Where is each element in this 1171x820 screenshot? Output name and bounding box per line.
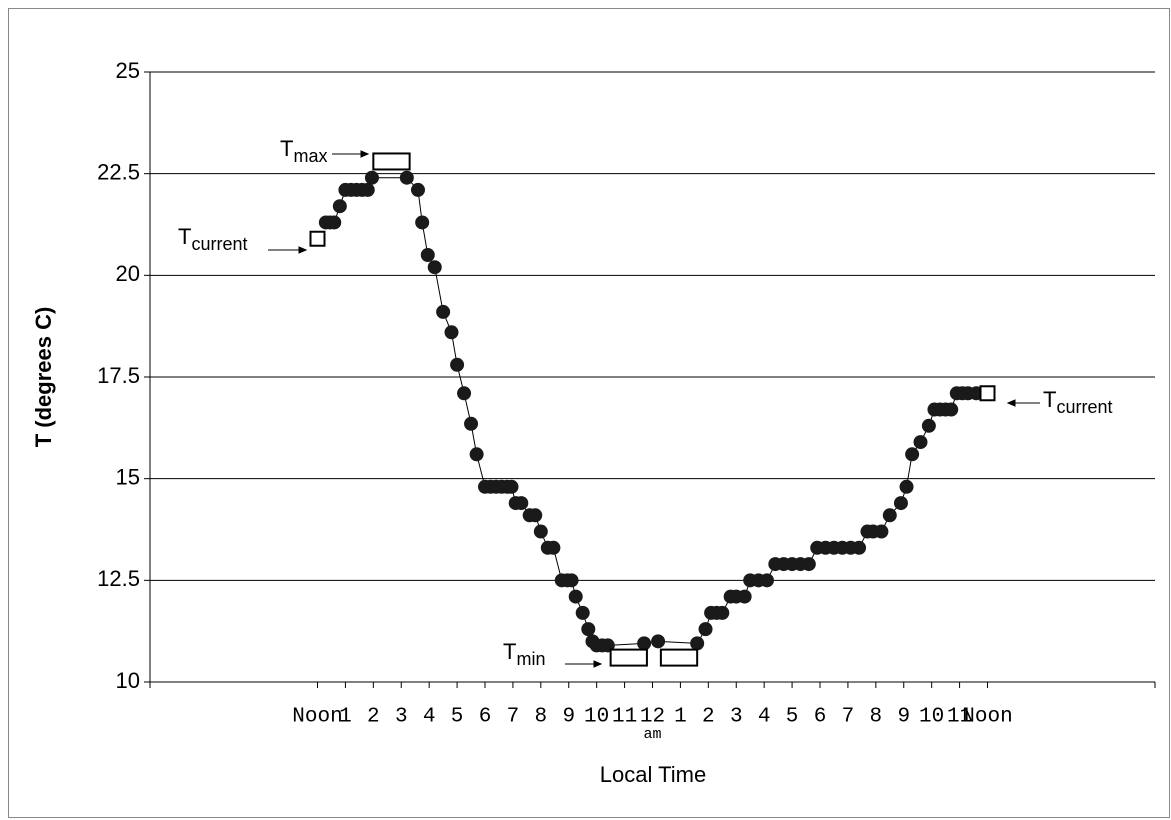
data-point <box>637 636 652 651</box>
y-tick-label: 10 <box>116 668 140 693</box>
range-box <box>659 648 699 667</box>
data-point <box>364 170 379 185</box>
data-point <box>399 170 414 185</box>
data-point <box>651 634 666 649</box>
x-tick-label: 1 <box>674 706 687 729</box>
data-point <box>575 605 590 620</box>
x-tick-label: 2 <box>367 706 380 729</box>
data-point <box>874 524 889 539</box>
x-axis-label: Local Time <box>600 762 706 787</box>
x-tick-label: 8 <box>535 706 548 729</box>
y-tick-label: 17.5 <box>97 363 140 388</box>
series-line <box>325 177 977 646</box>
y-tick-label: 12.5 <box>97 566 140 591</box>
arrows <box>268 150 1040 668</box>
data-point <box>444 325 459 340</box>
x-tick-label: 9 <box>562 706 575 729</box>
data-point <box>514 496 529 511</box>
data-point <box>546 540 561 555</box>
y-tick-label: 22.5 <box>97 159 140 184</box>
data-point <box>899 479 914 494</box>
data-point <box>801 557 816 572</box>
arrow-head <box>360 150 370 158</box>
data-point <box>882 508 897 523</box>
x-tick-label: 11 <box>612 706 637 729</box>
data-point <box>759 573 774 588</box>
x-tick-label: 9 <box>897 706 910 729</box>
data-point <box>533 524 548 539</box>
data-point <box>528 508 543 523</box>
x-tick-label: 11 <box>947 706 972 729</box>
data-point <box>690 636 705 651</box>
data-point <box>564 573 579 588</box>
arrow-head <box>593 660 603 668</box>
data-point <box>715 605 730 620</box>
data-point <box>737 589 752 604</box>
data-point <box>921 418 936 433</box>
data-point <box>581 622 596 637</box>
annotation: Tmin <box>503 639 545 669</box>
y-tick-label: 20 <box>116 261 140 286</box>
data-point <box>905 447 920 462</box>
x-tick-label: 5 <box>786 706 799 729</box>
data-point <box>450 357 465 372</box>
arrow-head <box>298 246 308 254</box>
x-tick-label: 8 <box>870 706 883 729</box>
annotation-sub: min <box>516 649 545 669</box>
data-point <box>852 540 867 555</box>
chart-border <box>8 8 1170 818</box>
x-tick-label: 3 <box>730 706 743 729</box>
current-marker <box>979 385 996 402</box>
data-point <box>427 260 442 275</box>
data-point <box>944 402 959 417</box>
range-box <box>372 152 411 171</box>
x-tick-label: 10 <box>584 706 609 729</box>
data-point <box>360 182 375 197</box>
annotation: Tmax <box>280 136 327 166</box>
data-point <box>913 435 928 450</box>
x-tick-label: 2 <box>702 706 715 729</box>
data-point <box>469 447 484 462</box>
x-tick-label: 6 <box>814 706 827 729</box>
x-tick-note: am <box>643 726 661 743</box>
data-point <box>327 215 342 230</box>
annotation-sub: current <box>191 234 247 254</box>
annotation-sub: max <box>293 146 327 166</box>
annotation: Tcurrent <box>1043 387 1112 417</box>
data-point <box>464 416 479 431</box>
data-point <box>420 248 435 262</box>
y-tick-label: 25 <box>116 58 140 83</box>
annotation: Tcurrent <box>178 224 247 254</box>
data-point <box>504 479 519 494</box>
data-point <box>698 622 713 637</box>
x-tick-label: 6 <box>479 706 492 729</box>
data-point <box>568 589 583 604</box>
data-point <box>415 215 430 230</box>
x-tick-label: 4 <box>758 706 771 729</box>
data-point <box>332 199 347 214</box>
data-point <box>436 304 451 319</box>
x-tick-label: 5 <box>451 706 464 729</box>
current-marker <box>309 230 326 247</box>
data-point <box>893 496 908 511</box>
x-tick-label: 7 <box>507 706 520 729</box>
annotation-sub: current <box>1056 397 1112 417</box>
x-tick-label: Noon <box>292 706 342 729</box>
x-tick-label: 10 <box>919 706 944 729</box>
data-point <box>457 386 472 401</box>
x-tick-label: 12 <box>640 706 665 729</box>
y-tick-label: 15 <box>116 464 140 489</box>
range-box <box>609 648 648 667</box>
data-point <box>411 182 425 197</box>
x-tick-label: 3 <box>395 706 408 729</box>
x-tick-label: 4 <box>423 706 436 729</box>
x-tick-label: 7 <box>842 706 855 729</box>
arrow-head <box>1006 399 1016 407</box>
x-tick-label: 1 <box>339 706 352 729</box>
y-axis-label: T (degrees C) <box>31 307 56 448</box>
x-tick-label: Noon <box>962 706 1012 729</box>
